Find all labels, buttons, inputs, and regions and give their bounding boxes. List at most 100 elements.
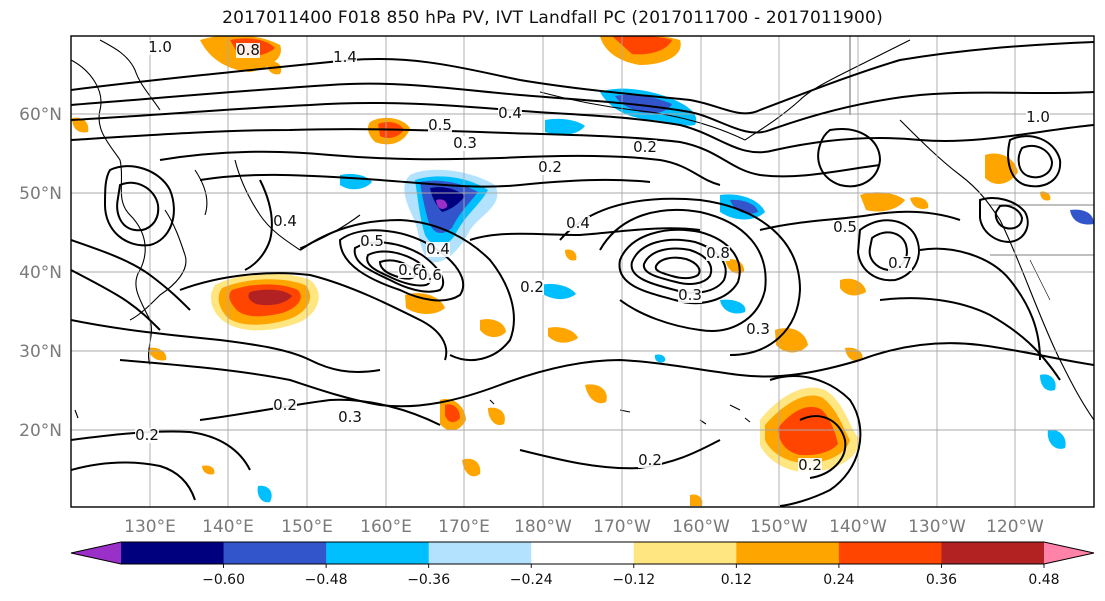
- contour-label: 0.3: [746, 320, 770, 338]
- contour-label-bg: [453, 136, 477, 151]
- colorbar-tick-label: −0.48: [305, 572, 348, 588]
- contour-label-bg: [148, 40, 172, 55]
- shade-blue-patch: [1040, 374, 1056, 391]
- contour-label-bg: [418, 268, 442, 283]
- shade-blue-patch: [654, 354, 666, 363]
- contour-label-bg: [273, 398, 297, 413]
- contour-line: [799, 415, 847, 479]
- pv-shading: [72, 36, 1094, 506]
- latitude-axis: 60°N 50°N 40°N 30°N 20°N: [19, 105, 62, 441]
- contour-line: [879, 297, 1061, 381]
- colorbar-tick-label: −0.24: [510, 572, 553, 588]
- shade-warm-patch: [1040, 191, 1051, 201]
- contour-label: 0.5: [428, 116, 452, 134]
- contour-label-bg: [888, 256, 912, 271]
- contour-label-bg: [273, 214, 297, 229]
- contour-label: 0.5: [360, 232, 384, 250]
- contour-line: [769, 375, 862, 507]
- contour-line: [559, 197, 802, 356]
- shade-blue-patch: [436, 199, 448, 209]
- contour-line: [103, 165, 175, 247]
- contour-line: [353, 241, 445, 293]
- colorbar-segment: [428, 542, 532, 564]
- contour-label: 0.4: [426, 240, 450, 258]
- contour-label-bg: [398, 263, 422, 278]
- contour-line: [1017, 144, 1054, 179]
- shade-warm-patch: [585, 384, 607, 404]
- contour-line: [519, 439, 721, 470]
- shade-blue-patch: [615, 94, 672, 114]
- lon-tick-label: 130°W: [908, 517, 966, 537]
- shade-warm-patch: [405, 293, 445, 314]
- shade-warm-patch: [565, 249, 577, 261]
- shade-blue-patch: [720, 299, 746, 314]
- contour-label: 0.2: [273, 396, 297, 414]
- contour-label: 0.4: [566, 214, 590, 232]
- lat-tick-label: 20°N: [19, 421, 62, 441]
- shade-warm-patch: [778, 406, 838, 456]
- contour-line: [979, 197, 1029, 244]
- contour-line: [71, 239, 191, 311]
- contour-label-bg: [360, 234, 384, 249]
- colorbar-segment: [121, 542, 225, 564]
- colorbar-tick-label: 0.48: [1028, 572, 1059, 588]
- contour-line: [599, 208, 767, 332]
- contour-label-bg: [338, 410, 362, 425]
- contour-line: [630, 238, 727, 294]
- shade-blue-patch: [1070, 209, 1094, 225]
- contour-label-bg: [1026, 110, 1050, 125]
- contour-label: 1.4: [333, 48, 357, 66]
- contour-label: 0.8: [236, 41, 260, 59]
- lon-tick-label: 170°W: [593, 517, 651, 537]
- contour-label-bg: [426, 242, 450, 257]
- contour-label-bg: [236, 43, 260, 58]
- lon-tick-label: 150°W: [750, 517, 808, 537]
- shade-warm-patch: [445, 404, 460, 423]
- lat-tick-label: 60°N: [19, 105, 62, 125]
- shade-warm-patch: [488, 407, 505, 426]
- coastline-alaska: [744, 39, 911, 141]
- contour-line: [919, 247, 1041, 361]
- contour-label: 0.4: [498, 104, 522, 122]
- shade-warm-patch: [910, 197, 929, 209]
- colorbar-segment: [531, 542, 635, 564]
- contour-line: [618, 228, 741, 305]
- contour-line: [179, 272, 448, 361]
- lon-tick-label: 160°E: [360, 517, 412, 537]
- shade-warm-patch: [548, 327, 578, 343]
- shade-blue-patch: [730, 199, 758, 214]
- shade-warm-patch: [612, 36, 672, 55]
- contour-label: 1.0: [148, 38, 172, 56]
- colorbar-tick-label: −0.36: [407, 572, 450, 588]
- contour-line: [71, 128, 881, 178]
- contour-line: [119, 342, 1094, 408]
- colorbar-extend-low: [71, 542, 121, 564]
- lon-tick-label: 120°W: [986, 517, 1044, 537]
- contour-line: [654, 256, 701, 280]
- colorbar-outline: [70, 541, 1095, 565]
- shade-blue-patch: [257, 485, 272, 503]
- contour-line: [642, 247, 713, 285]
- contour-label-bg: [638, 453, 662, 468]
- contour-label-bg: [833, 220, 857, 235]
- contour-label: 0.8: [706, 244, 730, 262]
- contour-label: 0.2: [520, 278, 544, 296]
- colorbar-segment: [736, 542, 840, 564]
- contour-line: [759, 210, 961, 231]
- contour-line: [817, 128, 882, 188]
- shade-warm-patch: [72, 117, 89, 133]
- lon-tick-label: 170°E: [438, 517, 490, 537]
- contour-label-bg: [538, 160, 562, 175]
- map-title: 2017011400 F018 850 hPa PV, IVT Landfall…: [222, 8, 883, 28]
- lon-tick-label: 140°W: [829, 517, 887, 537]
- coastline-japan: [129, 169, 208, 321]
- contour-label: 1.0: [1026, 108, 1050, 126]
- contour-line: [71, 82, 1094, 134]
- contour-line: [994, 204, 1024, 230]
- contour-label: 0.6: [398, 261, 422, 279]
- coastline-islands: [74, 399, 751, 425]
- colorbar-extend-high: [1044, 542, 1094, 564]
- contour-label: 0.7: [888, 254, 912, 272]
- colorbar-tick-label: 0.36: [926, 572, 957, 588]
